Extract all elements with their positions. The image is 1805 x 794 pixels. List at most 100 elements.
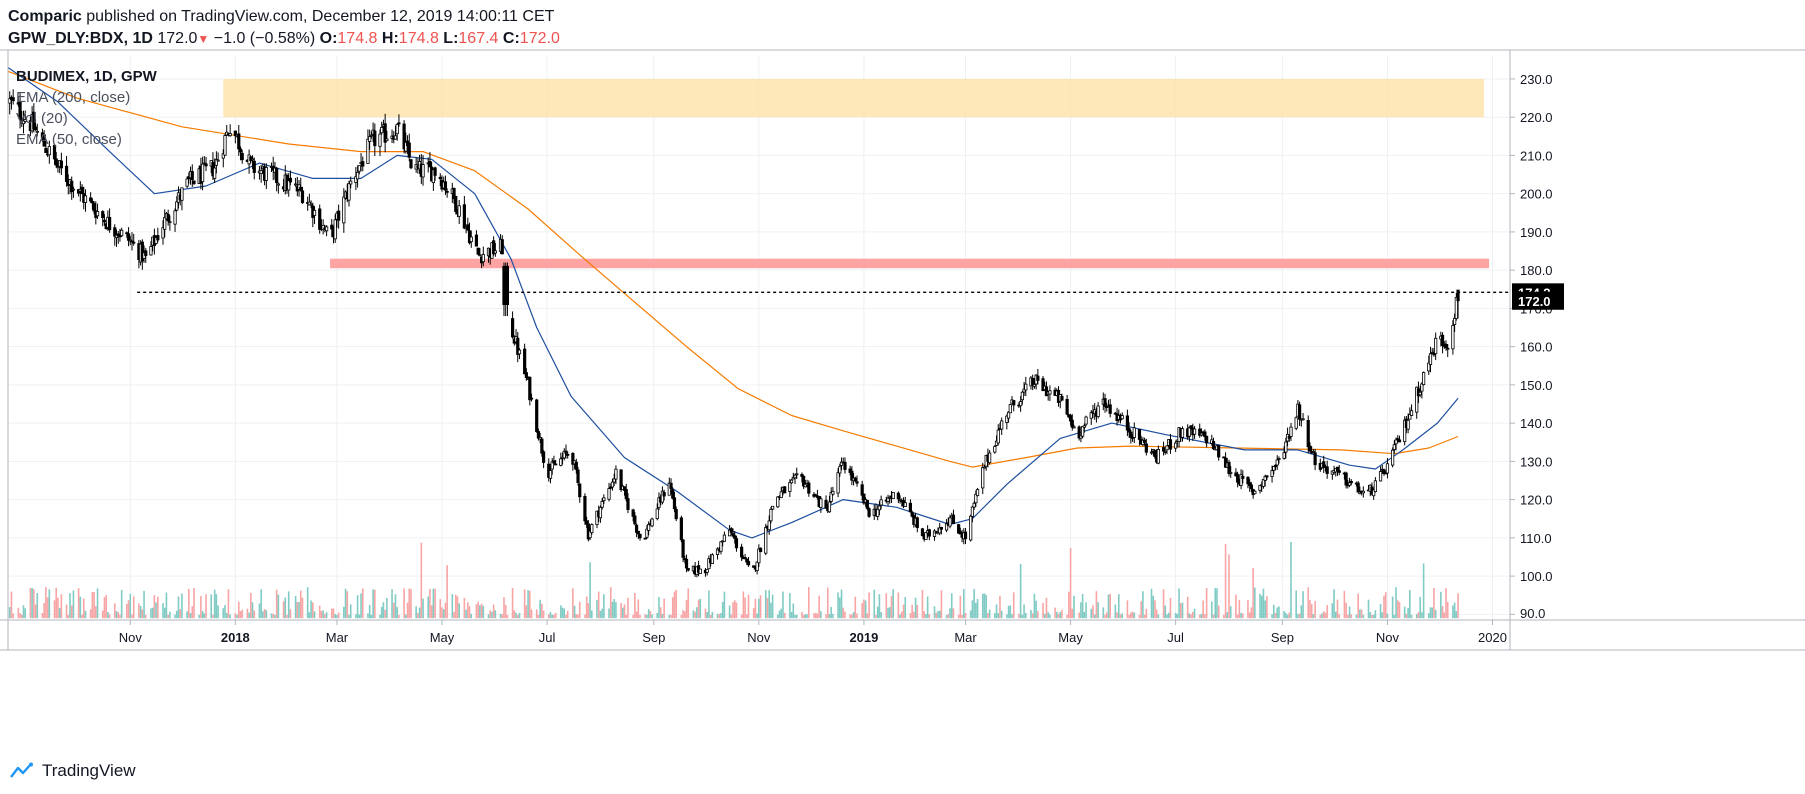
volume-bar	[1228, 554, 1230, 619]
volume-bar	[801, 611, 803, 619]
volume-bar	[646, 614, 648, 619]
volume-bar	[306, 587, 309, 619]
volume-bar	[139, 605, 142, 619]
volume-bar	[1326, 605, 1328, 619]
candle	[192, 180, 196, 186]
candle-body	[1397, 439, 1402, 443]
candle	[671, 487, 675, 500]
volume-bar	[746, 614, 748, 619]
volume-bar	[405, 614, 407, 619]
candle	[1036, 368, 1040, 385]
volume-bar	[41, 612, 44, 619]
time-tick-label: 2018	[221, 630, 250, 645]
candle	[757, 544, 761, 567]
publisher-name[interactable]: Comparic	[8, 8, 82, 25]
volume-bar	[1359, 609, 1361, 619]
candle-body	[1127, 428, 1131, 433]
candle-body	[598, 507, 603, 519]
tradingview-branding[interactable]: TradingView	[10, 760, 136, 782]
volume-bar	[1192, 611, 1194, 619]
volume-bar	[1224, 543, 1227, 619]
candle	[294, 177, 298, 187]
volume-bar	[1285, 612, 1287, 619]
candle-body	[1451, 325, 1455, 350]
candle	[233, 130, 237, 144]
candle	[1205, 435, 1209, 448]
volume-bar	[820, 611, 822, 619]
candle	[466, 217, 470, 232]
candle-body	[1337, 470, 1341, 473]
candle	[710, 553, 714, 564]
candle	[1089, 410, 1093, 425]
candle	[1428, 346, 1433, 373]
candle	[21, 110, 26, 134]
candle	[850, 466, 854, 485]
candle	[445, 188, 449, 198]
candle	[462, 196, 466, 230]
candle-body	[125, 232, 129, 235]
candle	[128, 235, 132, 246]
volume-bar	[1126, 600, 1129, 619]
candle	[622, 486, 627, 496]
volume-bar	[542, 610, 545, 619]
brand-name: TradingView	[42, 761, 136, 780]
candle	[1385, 458, 1390, 479]
candle	[1378, 466, 1383, 482]
candle	[125, 231, 129, 238]
volume-bar	[639, 614, 641, 619]
volume-bar	[248, 612, 250, 619]
candle-body	[662, 492, 666, 497]
volume-bar	[1338, 614, 1341, 619]
candle	[1217, 444, 1221, 461]
volume-bar	[65, 604, 68, 619]
candle	[867, 507, 871, 518]
candle	[54, 151, 58, 169]
time-tick-label: 2020	[1478, 630, 1507, 645]
volume-bar	[849, 614, 851, 619]
volume-bar	[503, 597, 505, 619]
candle	[776, 496, 780, 509]
candle	[276, 182, 280, 194]
volume-bar	[287, 591, 290, 619]
candle-body	[409, 159, 413, 169]
candle	[383, 113, 387, 153]
volume-bar	[625, 614, 628, 619]
price-tick-label: 110.0	[1520, 531, 1552, 546]
volume-bar	[902, 604, 905, 619]
volume-bar	[70, 605, 73, 619]
candle-body	[681, 539, 685, 558]
volume-bar	[656, 612, 659, 619]
symbol-label[interactable]: GPW_DLY:BDX, 1D	[8, 30, 153, 47]
candle-body	[95, 211, 100, 217]
candle-body	[1077, 426, 1081, 439]
volume-bar	[1226, 612, 1229, 619]
candle-body	[540, 438, 544, 454]
volume-bar	[1241, 613, 1244, 619]
candle-body	[80, 186, 84, 195]
candle-body	[402, 123, 406, 150]
resistance-zone	[223, 78, 1484, 118]
volume-bar	[1061, 609, 1063, 619]
time-tick-label: Nov	[1376, 630, 1400, 645]
volume-bar	[730, 614, 733, 619]
candle-body	[779, 491, 783, 499]
volume-bar	[904, 596, 907, 619]
candle	[478, 248, 482, 257]
volume-bar	[597, 591, 600, 619]
candle	[1298, 401, 1302, 427]
volume-bar	[201, 611, 204, 619]
volume-bar	[58, 607, 61, 619]
candle-body	[1456, 289, 1460, 302]
candle-body	[1082, 425, 1086, 428]
candle	[789, 478, 794, 484]
candle	[624, 483, 628, 502]
volume-bar	[1422, 563, 1425, 619]
candle	[1222, 456, 1226, 459]
candle-body	[32, 111, 36, 130]
volume-bar	[368, 604, 371, 619]
candle-body	[710, 554, 714, 564]
candle-body	[276, 183, 280, 186]
volume-bar	[866, 613, 869, 619]
volume-bar	[1155, 609, 1158, 619]
